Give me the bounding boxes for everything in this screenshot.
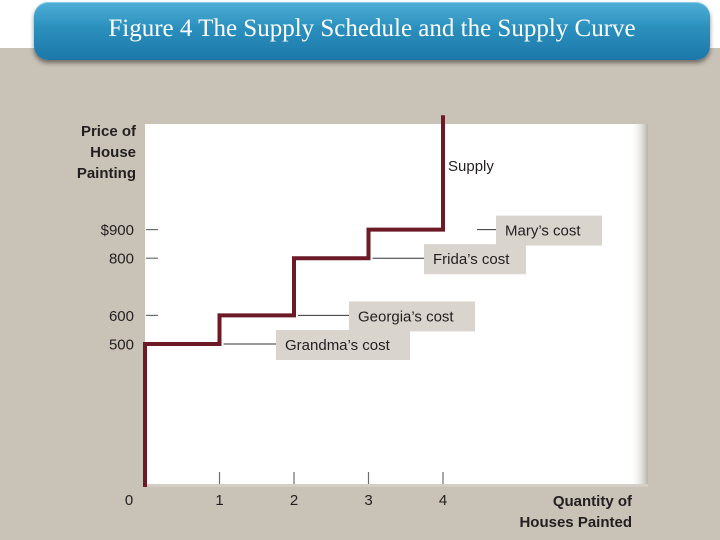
series-label-supply: Supply [448,158,494,175]
x-axis-title-line-2: Houses Painted [519,514,632,531]
title-bar: Figure 4 The Supply Schedule and the Sup… [34,2,710,60]
x-axis-title-line-1: Quantity of [553,493,633,510]
annotation-box [276,330,410,360]
y-axis-title-line-3: Painting [77,165,136,182]
y-axis-title-line-2: House [90,144,136,161]
plot-edge-shade [630,124,648,487]
x-tick-label: 1 [215,492,223,509]
slide-title: Figure 4 The Supply Schedule and the Sup… [108,15,636,42]
x-tick-label: 3 [364,492,372,509]
annotation-box [496,215,602,246]
x-tick-label: 0 [125,492,133,509]
y-tick-label: $900 [101,222,134,239]
annotation-box [424,244,526,275]
annotation-box [349,301,475,332]
y-axis-title-line-1: Price of [81,123,137,140]
annotation-label: Georgia’s cost [358,308,454,325]
plot-bottom-shade [145,484,648,487]
annotation-label: Grandma’s cost [285,337,391,354]
supply-curve [143,115,445,487]
x-tick-label: 2 [290,492,298,509]
annotation-label: Mary’s cost [505,223,581,240]
y-tick-label: 500 [109,337,134,354]
x-tick-label: 4 [439,492,447,509]
y-tick-label: 800 [109,251,134,268]
y-tick-label: 600 [109,308,134,325]
annotation-label: Frida’s cost [433,251,510,268]
